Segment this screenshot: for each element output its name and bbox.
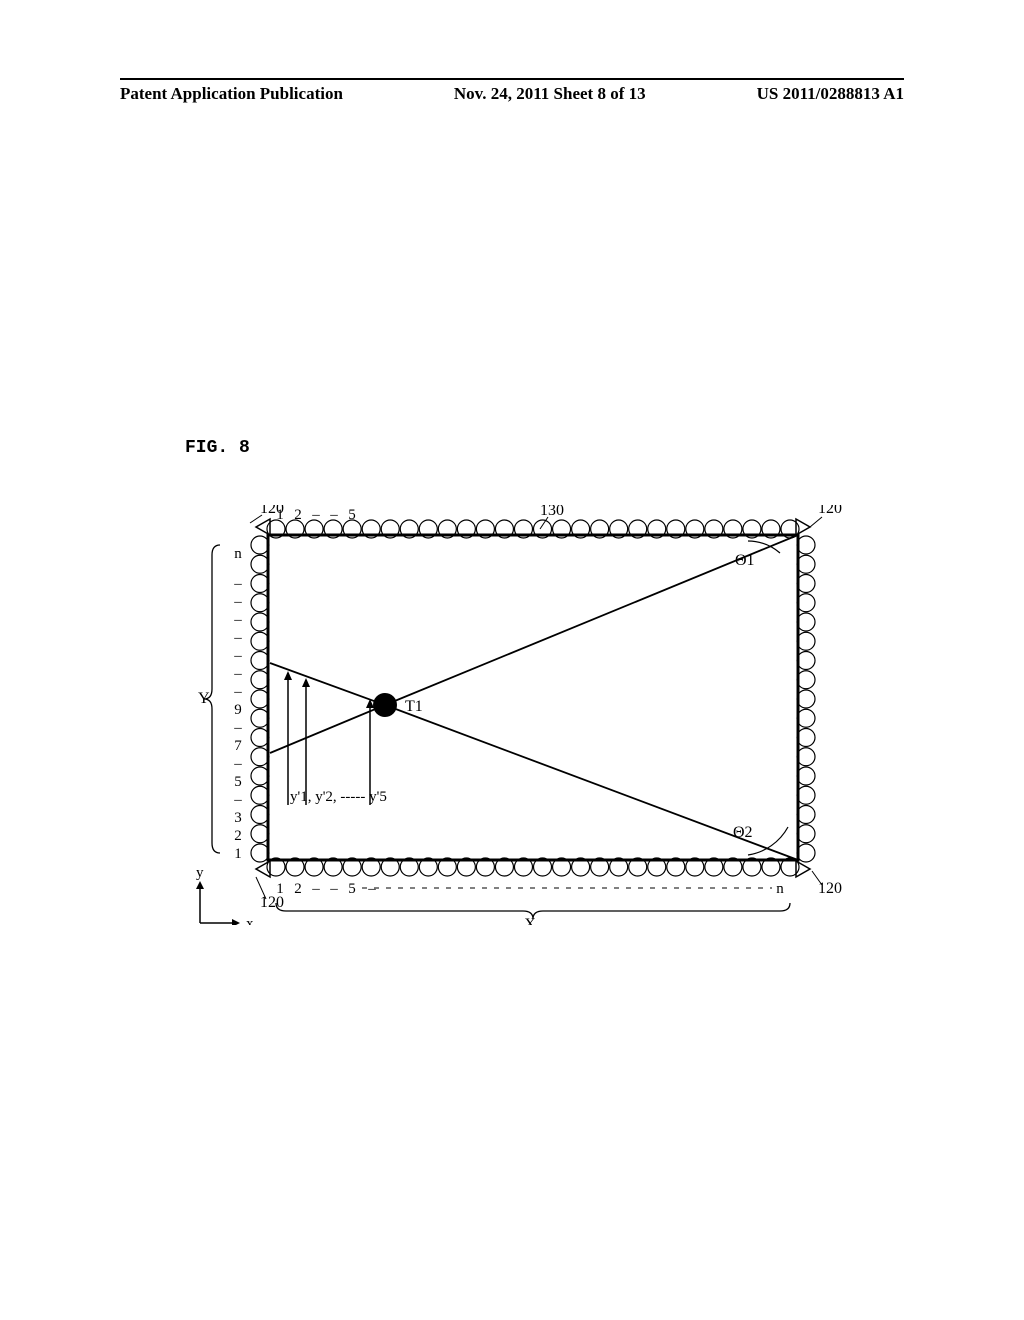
header-left: Patent Application Publication [120,84,343,104]
header-right: US 2011/0288813 A1 [757,84,904,104]
svg-text:–: – [329,881,338,897]
svg-text:120: 120 [818,505,842,517]
svg-text:–: – [233,648,242,664]
svg-text:T1: T1 [405,698,423,715]
svg-text:–: – [233,684,242,700]
svg-text:1: 1 [234,846,242,862]
svg-text:–: – [329,507,338,523]
svg-text:n: n [234,546,242,562]
svg-text:–: – [233,612,242,628]
svg-text:2: 2 [294,881,302,897]
svg-text:x: x [246,916,254,925]
svg-text:5: 5 [348,881,356,897]
svg-text:–: – [233,792,242,808]
svg-text:–: – [233,576,242,592]
svg-text:Θ2: Θ2 [733,824,753,841]
svg-text:X: X [524,916,536,925]
svg-text:–: – [233,666,242,682]
svg-text:9: 9 [234,702,242,718]
svg-text:–: – [367,881,376,897]
svg-text:2: 2 [234,828,242,844]
svg-text:–: – [233,630,242,646]
svg-text:1: 1 [276,507,284,523]
svg-text:y'1, y'2, ----- y'5: y'1, y'2, ----- y'5 [290,789,387,805]
page-header: Patent Application Publication Nov. 24, … [120,84,904,104]
svg-text:Y: Y [198,690,210,707]
header-middle: Nov. 24, 2011 Sheet 8 of 13 [454,84,646,104]
svg-text:Θ1: Θ1 [735,552,755,569]
svg-text:–: – [311,881,320,897]
header-rule [120,78,904,80]
svg-text:5: 5 [348,507,356,523]
svg-text:130: 130 [540,505,564,519]
svg-text:1: 1 [276,881,284,897]
svg-text:7: 7 [234,738,242,754]
svg-text:–: – [233,594,242,610]
figure-label: FIG. 8 [185,438,250,458]
svg-text:–: – [311,507,320,523]
svg-text:5: 5 [234,774,242,790]
svg-text:n: n [776,881,784,897]
figure-8-diagram: Θ1Θ2y'1, y'2, ----- y'5T1120120120120130… [190,505,860,925]
svg-text:120: 120 [818,880,842,897]
svg-text:–: – [233,756,242,772]
svg-text:2: 2 [294,507,302,523]
svg-text:–: – [233,720,242,736]
svg-text:3: 3 [234,810,242,826]
svg-text:y: y [196,865,204,881]
